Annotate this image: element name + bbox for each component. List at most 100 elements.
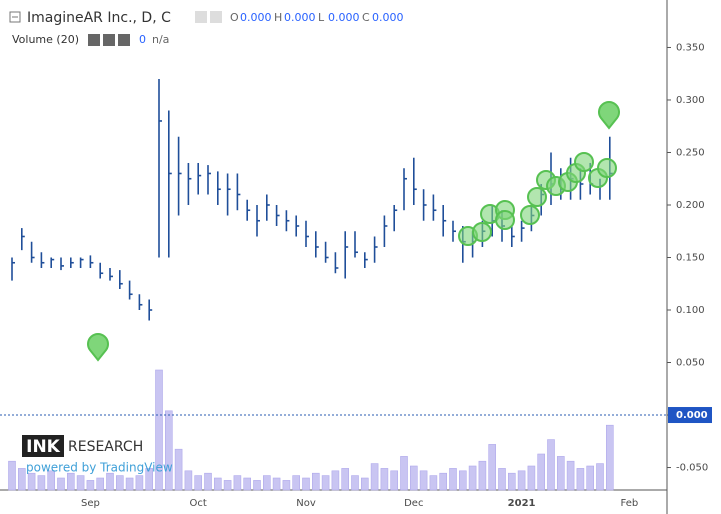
ohlc-key: C <box>362 11 370 24</box>
x-tick-label: Feb <box>621 498 639 509</box>
volume-bar <box>556 456 565 491</box>
volume-bar <box>194 475 202 491</box>
volume-bar <box>566 460 575 491</box>
volume-bar <box>204 472 212 491</box>
volume-bar <box>351 475 359 491</box>
volume-bar <box>253 480 261 491</box>
volume-bar <box>409 465 418 491</box>
volume-bar <box>96 477 104 491</box>
volume-bar <box>184 470 193 491</box>
ohlc-key: L <box>318 11 325 24</box>
ohlc-key: O <box>230 11 239 24</box>
pin <box>87 333 109 362</box>
volume-bar <box>576 468 585 491</box>
volume-bar <box>27 472 36 491</box>
volume-bar <box>458 470 467 491</box>
ohlc-value: 0.000 <box>284 11 316 24</box>
event-pins <box>87 101 620 362</box>
y-tick-label: -0.050 <box>676 463 708 474</box>
volume-bar <box>537 453 546 491</box>
collapse-icon[interactable] <box>9 11 21 23</box>
last-value-label: 0.000 <box>676 410 708 421</box>
volume-bar <box>400 456 408 491</box>
volume-bar <box>57 477 65 491</box>
y-tick-label: 0.300 <box>676 95 705 106</box>
volume-bar <box>439 472 448 491</box>
y-tick-label: 0.050 <box>676 358 705 369</box>
ohlc-key: H <box>274 11 282 24</box>
volume-bar <box>165 410 173 491</box>
volume-bar <box>17 468 26 491</box>
volume-bar <box>174 448 183 491</box>
ohlc-value: 0.000 <box>372 11 404 24</box>
pin <box>598 101 620 130</box>
y-tick-label: 0.100 <box>676 305 705 316</box>
volume-bar <box>135 475 144 491</box>
x-tick-label: Dec <box>404 498 423 509</box>
volume-bar <box>488 444 497 491</box>
volume-bar <box>76 475 85 491</box>
volume-bar <box>449 468 457 491</box>
volume-bar <box>527 465 536 491</box>
last-value-badge <box>668 407 712 424</box>
logo-box <box>22 435 64 457</box>
pin <box>495 210 515 230</box>
volume-value: 0 <box>139 33 146 46</box>
y-tick-label: 0.200 <box>676 200 705 211</box>
pin <box>527 187 547 207</box>
volume-bar <box>498 468 506 491</box>
visibility-icon[interactable] <box>88 34 100 46</box>
settings-icon[interactable] <box>103 34 115 46</box>
volume-bar <box>390 470 399 491</box>
volume-bar <box>116 475 124 491</box>
volume-bar <box>380 468 389 491</box>
ohlc-value: 0.000 <box>328 11 360 24</box>
volume-bar <box>272 477 281 491</box>
pin <box>520 205 540 225</box>
volume-bar <box>586 465 595 491</box>
volume-bar <box>311 472 320 491</box>
volume-bar <box>370 463 379 491</box>
settings-icon[interactable] <box>210 11 222 23</box>
logo-brand2: RESEARCH <box>68 439 143 455</box>
y-tick-label: 0.150 <box>676 252 705 263</box>
volume-bar <box>47 470 56 491</box>
volume-bar <box>106 472 114 491</box>
volume-bar <box>429 475 438 491</box>
close-icon[interactable] <box>118 34 130 46</box>
volume-bar <box>155 369 163 491</box>
volume-bar <box>86 480 95 491</box>
settings-icon[interactable] <box>195 11 207 23</box>
ohlc-value: 0.000 <box>240 11 272 24</box>
volume-bar <box>67 472 75 491</box>
volume-bar <box>214 477 222 491</box>
volume-bar <box>243 477 251 491</box>
pin <box>574 152 594 172</box>
volume-bar <box>223 480 232 491</box>
y-tick-label: 0.350 <box>676 42 705 53</box>
plot: 0.350 0.300 0.250 0.200 0.150 0.100 0.050 0.000… <box>0 42 712 509</box>
volume-bar <box>8 460 16 491</box>
volume-bar <box>419 470 428 491</box>
x-tick-label: Oct <box>190 498 207 509</box>
y-tick-label: 0.250 <box>676 147 705 158</box>
volume-bar <box>37 475 46 491</box>
volume-ma: n/a <box>152 33 169 46</box>
volume-bar <box>233 475 242 491</box>
volume-bar <box>547 439 555 491</box>
volume-bar <box>517 470 526 491</box>
x-tick-label: Nov <box>296 498 316 509</box>
pin <box>472 222 492 242</box>
volume-bar <box>302 477 310 491</box>
volume-bar <box>605 424 614 491</box>
volume-bar <box>292 475 301 491</box>
x-tick-label: 2021 <box>508 498 536 509</box>
volume-bar <box>468 465 477 491</box>
volume-bar <box>596 463 604 491</box>
symbol-title: ImagineAR Inc., D, C <box>27 10 171 26</box>
volume-bar <box>321 475 330 491</box>
logo-brand: INK <box>26 437 61 457</box>
powered-by: powered by TradingView <box>26 461 173 475</box>
